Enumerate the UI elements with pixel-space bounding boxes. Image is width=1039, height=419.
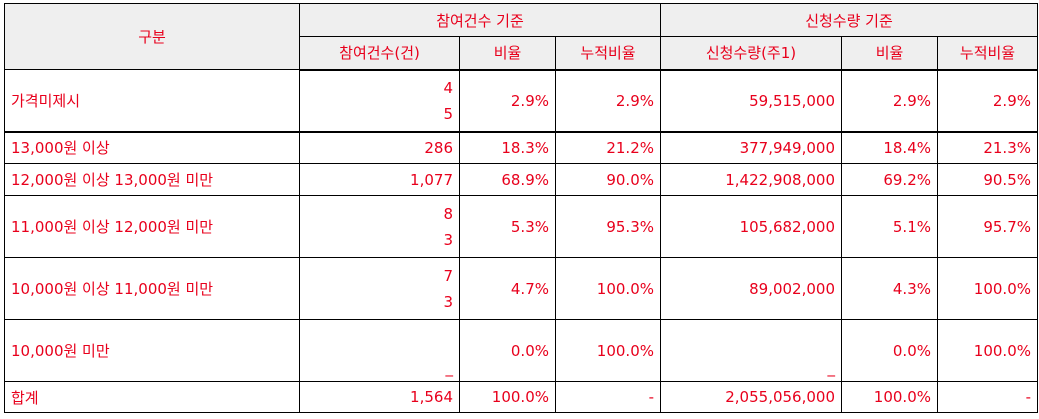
table-row: 12,000원 이상 13,000원 미만 1,077 68.9% 90.0% …	[4, 163, 1038, 196]
participation-count-cell: 1,077	[299, 163, 460, 196]
cumulative-ratio-header: 누적비율	[555, 36, 661, 71]
cumulative-cell: 95.3%	[555, 195, 661, 258]
header-row-2: 참여건수(건) 비율 누적비율 신청수량(주1) 비율 누적비율	[5, 36, 1038, 71]
qty-cumulative-cell: -	[937, 381, 1038, 413]
subscription-qty-cell: 377,949,000	[660, 130, 842, 164]
subscription-qty-cell: 105,682,000	[660, 195, 842, 258]
total-row: 합계 1,564 100.0% - 2,055,056,000 100.0% -	[4, 381, 1038, 413]
qty-ratio-cell: 18.4%	[841, 130, 938, 164]
table-row: 10,000원 이상 11,000원 미만 7 3 4.7% 100.0% 89…	[4, 257, 1038, 320]
subscription-qty-cell: 2,055,056,000	[660, 381, 842, 413]
qty-cumulative-cell: 2.9%	[937, 69, 1038, 132]
row-label: 12,000원 이상 13,000원 미만	[4, 163, 300, 196]
participation-count-cell: 1,564	[299, 381, 460, 413]
qty-cumulative-cell: 95.7%	[937, 195, 1038, 258]
count-line: 3	[443, 230, 453, 249]
participation-count-cell: 4 5	[299, 69, 460, 132]
participation-count-header: 참여건수(건)	[299, 36, 460, 71]
table-row: 10,000원 미만 _ 0.0% 100.0% _ 0.0% 100.0%	[4, 319, 1038, 382]
count-line: 4	[443, 78, 453, 97]
cumulative-cell: 21.2%	[555, 130, 661, 164]
cumulative-cell: -	[555, 381, 661, 413]
subscription-qty-cell: _	[660, 319, 842, 382]
row-label: 10,000원 이상 11,000원 미만	[4, 257, 300, 320]
total-label: 합계	[4, 381, 300, 413]
qty-cumulative-cell: 90.5%	[937, 163, 1038, 196]
subscription-qty-cell: 59,515,000	[660, 69, 842, 132]
table-row: 13,000원 이상 286 18.3% 21.2% 377,949,000 1…	[4, 130, 1038, 164]
count-line: 8	[443, 204, 453, 223]
category-header: 구분	[4, 3, 300, 70]
row-label: 11,000원 이상 12,000원 미만	[4, 195, 300, 258]
count-line: 7	[443, 266, 453, 285]
qty-ratio-cell: 0.0%	[841, 319, 938, 382]
participation-count-cell: _	[299, 319, 460, 382]
row-label: 가격미제시	[4, 69, 300, 132]
qty-ratio-cell: 69.2%	[841, 163, 938, 196]
ratio-header: 비율	[459, 36, 556, 71]
cumulative-cell: 100.0%	[555, 257, 661, 320]
qty-cumulative-ratio-header: 누적비율	[937, 36, 1038, 71]
ratio-cell: 100.0%	[459, 381, 556, 413]
participation-count-cell: 286	[299, 130, 460, 164]
qty-ratio-cell: 100.0%	[841, 381, 938, 413]
demand-forecast-table: 구분 참여건수 기준 신청수량 기준 참여건수(건) 비율 누적비율 신청수량(…	[4, 3, 1038, 413]
cumulative-cell: 90.0%	[555, 163, 661, 196]
qty-cumulative-cell: 21.3%	[937, 130, 1038, 164]
qty-ratio-cell: 4.3%	[841, 257, 938, 320]
subscription-group-header: 신청수량 기준	[660, 3, 1038, 37]
participation-count-cell: 7 3	[299, 257, 460, 320]
count-line: 5	[443, 104, 453, 123]
qty-ratio-header: 비율	[841, 36, 938, 71]
qty-ratio-cell: 5.1%	[841, 195, 938, 258]
count-line: 3	[443, 292, 453, 311]
table-row: 11,000원 이상 12,000원 미만 8 3 5.3% 95.3% 105…	[4, 195, 1038, 258]
qty-cumulative-cell: 100.0%	[937, 319, 1038, 382]
subscription-qty-cell: 89,002,000	[660, 257, 842, 320]
ratio-cell: 4.7%	[459, 257, 556, 320]
table-row: 가격미제시 4 5 2.9% 2.9% 59,515,000 2.9% 2.9%	[4, 69, 1038, 132]
participation-count-cell: 8 3	[299, 195, 460, 258]
ratio-cell: 18.3%	[459, 130, 556, 164]
cumulative-cell: 2.9%	[555, 69, 661, 132]
ratio-cell: 68.9%	[459, 163, 556, 196]
row-label: 13,000원 이상	[4, 130, 300, 164]
header-row-1: 구분 참여건수 기준 신청수량 기준	[4, 3, 1038, 70]
ratio-cell: 0.0%	[459, 319, 556, 382]
subscription-qty-header: 신청수량(주1)	[660, 36, 842, 71]
row-label: 10,000원 미만	[4, 319, 300, 382]
qty-ratio-cell: 2.9%	[841, 69, 938, 132]
ratio-cell: 5.3%	[459, 195, 556, 258]
ratio-cell: 2.9%	[459, 69, 556, 132]
cumulative-cell: 100.0%	[555, 319, 661, 382]
subscription-qty-cell: 1,422,908,000	[660, 163, 842, 196]
qty-cumulative-cell: 100.0%	[937, 257, 1038, 320]
participation-group-header: 참여건수 기준	[299, 3, 661, 37]
